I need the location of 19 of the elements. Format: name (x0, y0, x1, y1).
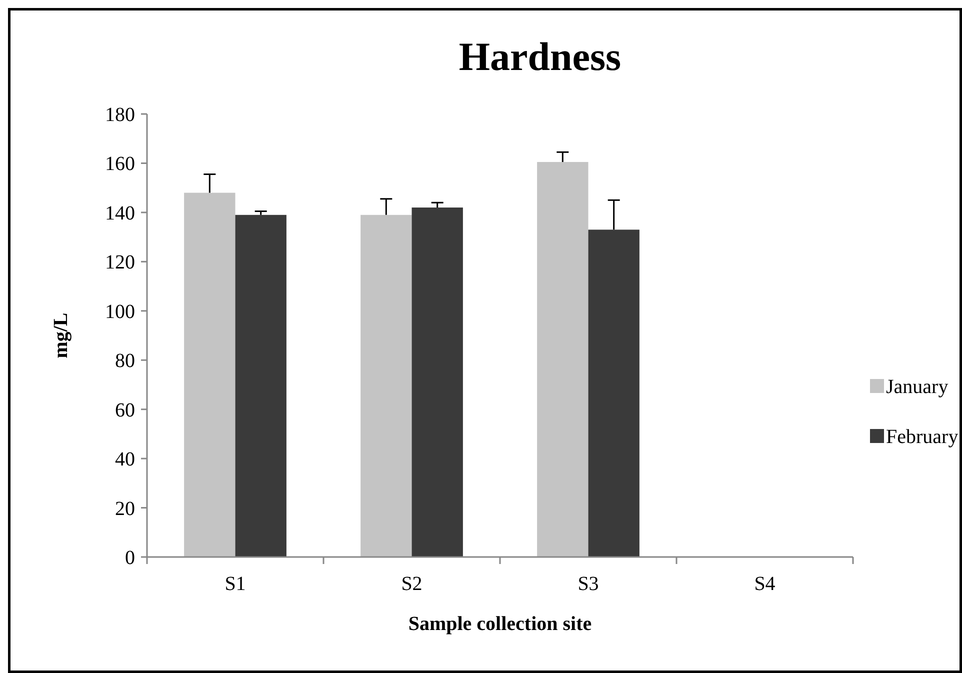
y-tick-label: 160 (105, 153, 135, 176)
y-tick-label: 140 (105, 202, 135, 224)
y-tick-label: 40 (115, 448, 135, 471)
y-tick-label: 80 (115, 350, 135, 372)
y-tick-label: 20 (115, 498, 135, 520)
x-axis-title: Sample collection site (408, 613, 592, 635)
legend-label: January (886, 376, 948, 398)
x-tick-label: S3 (578, 573, 599, 595)
x-tick-label: S2 (401, 573, 422, 595)
x-tick-label: S1 (224, 573, 246, 595)
legend-label: February (886, 426, 958, 448)
x-tick-label: S4 (754, 573, 776, 595)
y-tick-label: 100 (105, 300, 135, 323)
y-tick-label: 0 (125, 547, 135, 569)
chart-title: Hardness (458, 34, 622, 79)
y-tick-label: 120 (105, 252, 135, 274)
y-axis-title: mg/L (50, 312, 72, 358)
y-tick-label: 60 (115, 399, 135, 422)
y-tick-label: 180 (105, 104, 135, 126)
